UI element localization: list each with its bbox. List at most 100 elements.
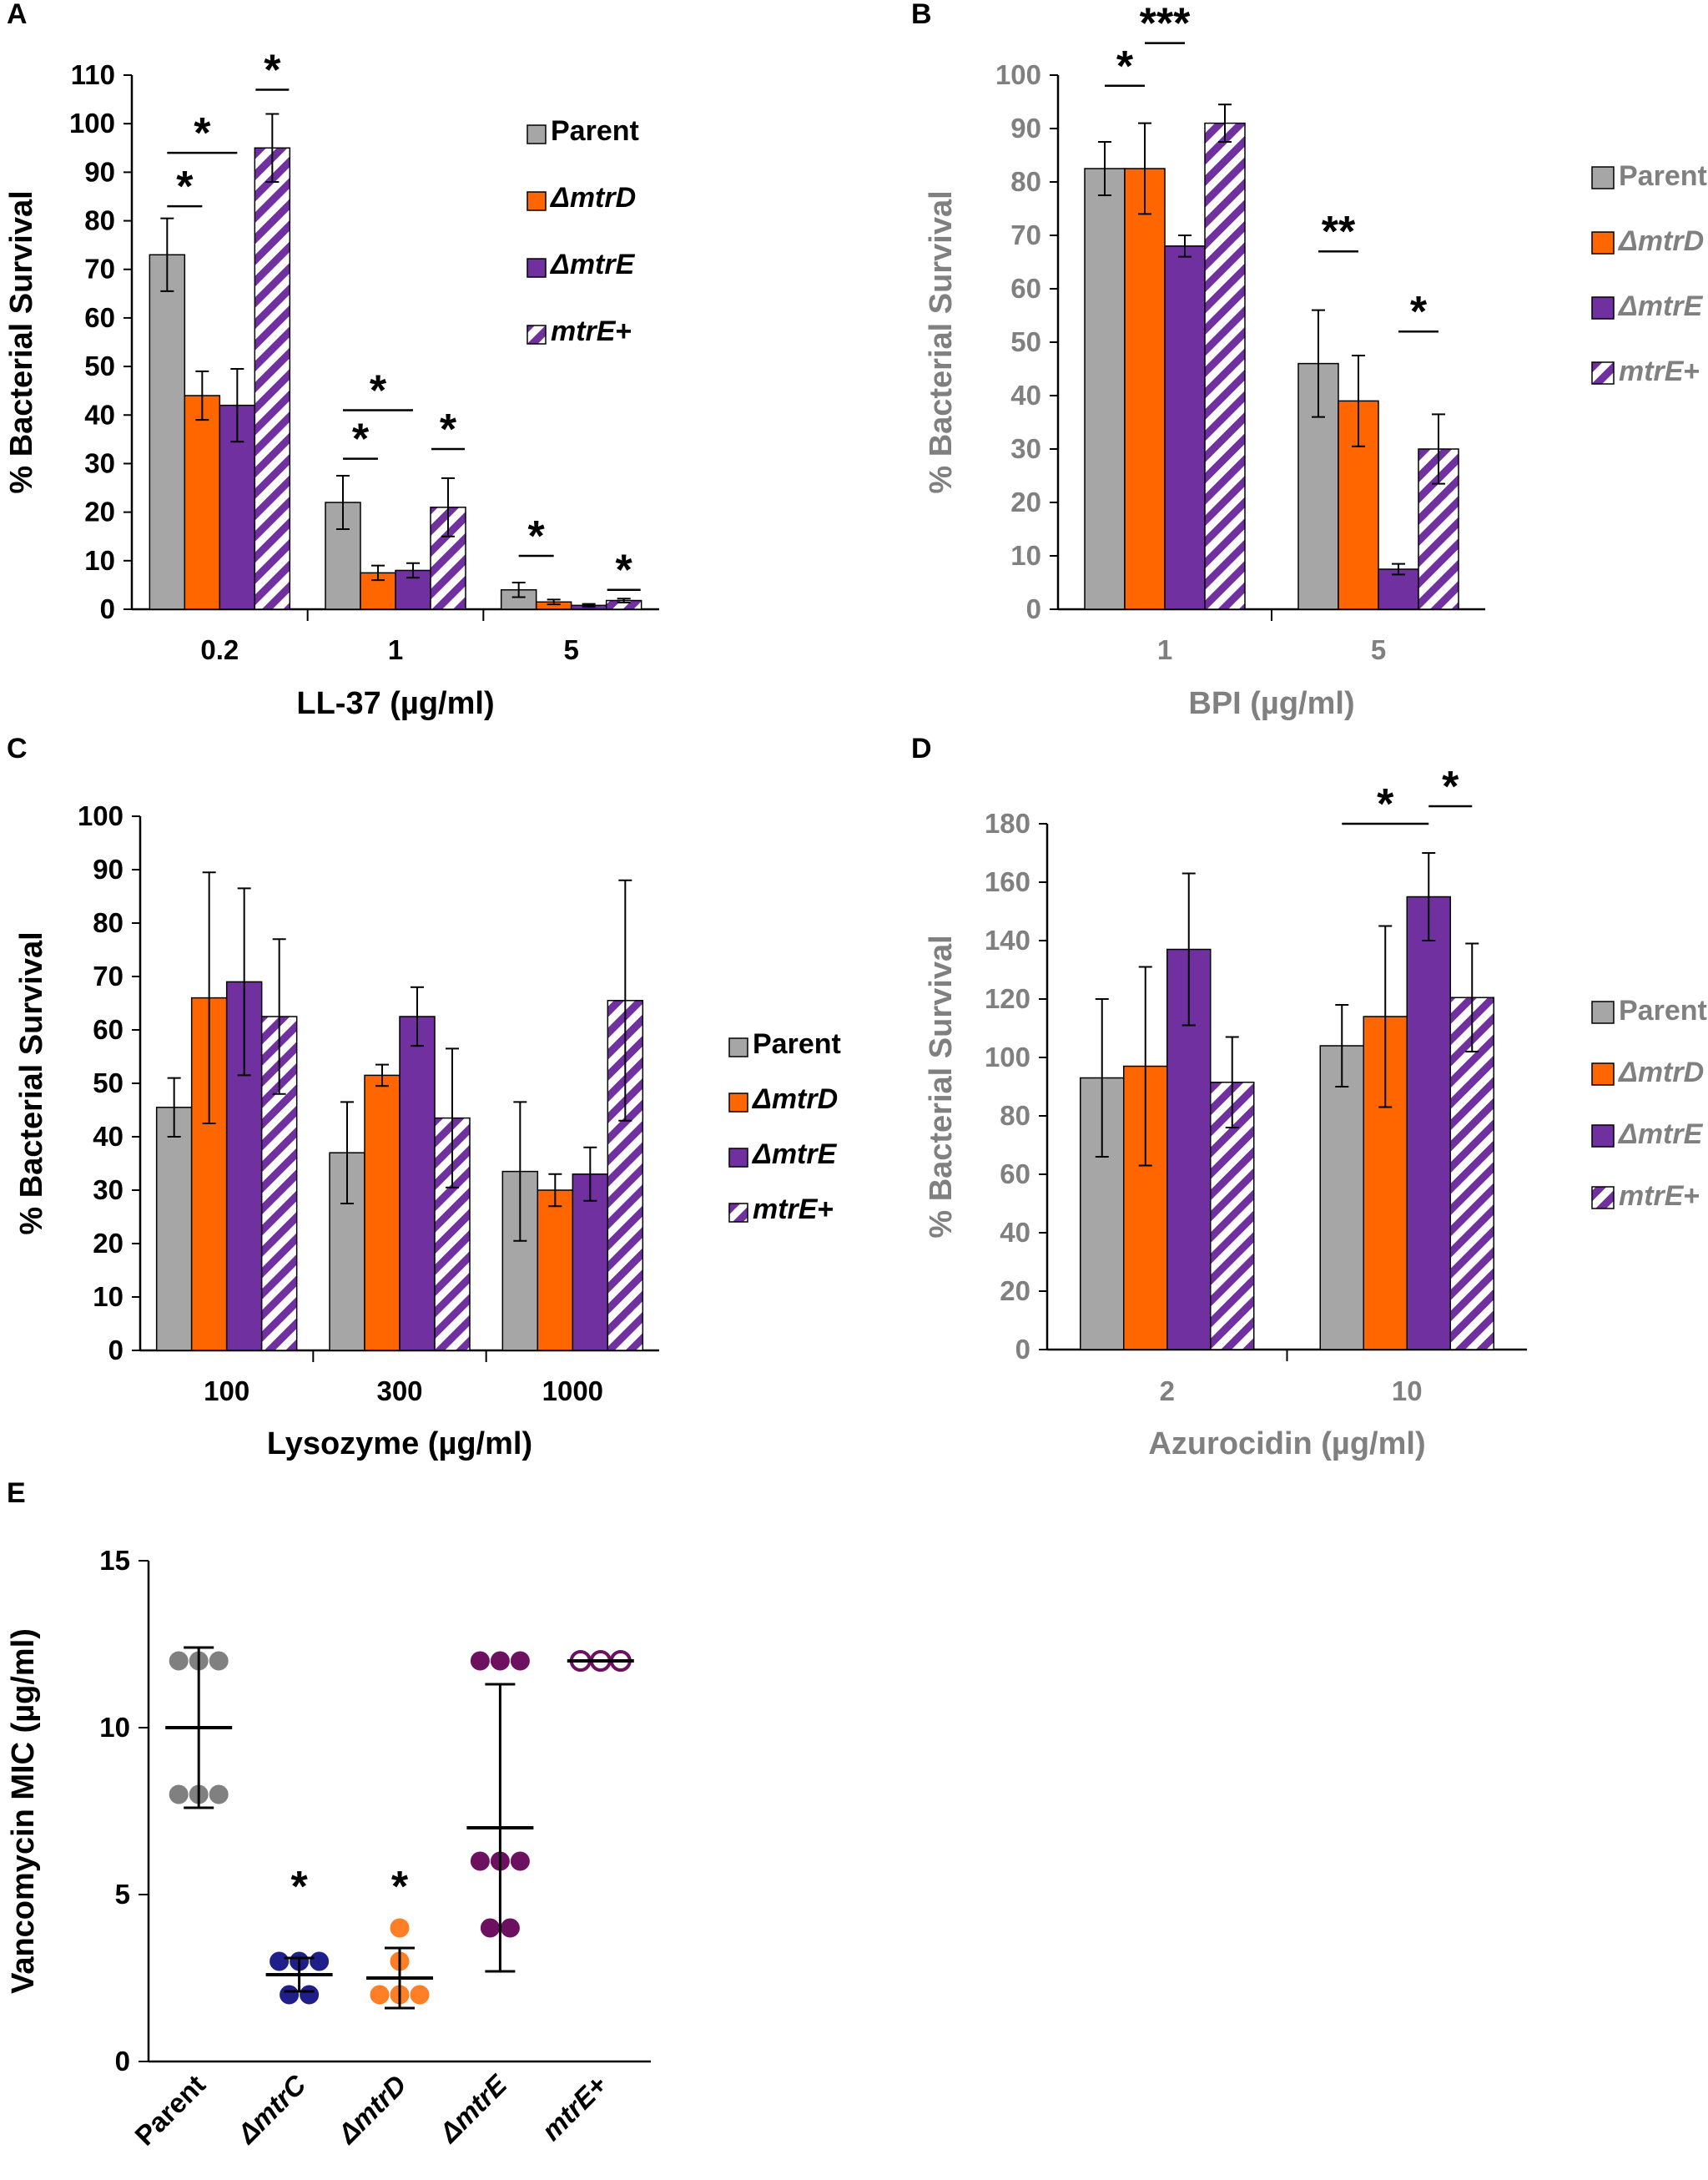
legend-label: mtrE+ [753, 1193, 834, 1225]
legend-swatch [1591, 231, 1615, 255]
y-tick-label: 0 [1026, 593, 1041, 624]
legend-swatch [527, 191, 547, 211]
legend-label: mtrE+ [551, 315, 632, 347]
legend-label: Parent [753, 1028, 841, 1060]
significance-marker: * [352, 416, 370, 464]
y-tick-label: 20 [93, 1228, 123, 1259]
y-tick-label: 0 [115, 2046, 130, 2077]
panel-letter: C [7, 733, 28, 765]
y-tick-label: 40 [1000, 1217, 1030, 1248]
y-tick-label: 70 [93, 961, 123, 992]
data-point-3 [500, 1918, 520, 1938]
x-tick-label: ΔmtrD [330, 2069, 412, 2151]
y-tick-label: 140 [985, 925, 1030, 956]
y-tick-label: 50 [93, 1067, 123, 1098]
y-tick-label: 0 [1015, 1334, 1030, 1365]
data-point-3 [510, 1651, 530, 1671]
legend-swatch [1591, 361, 1615, 385]
bar-b-1-0 [1124, 168, 1166, 610]
y-tick-label: 50 [84, 351, 115, 381]
bar-a-0-0 [149, 254, 186, 610]
data-point-0 [169, 1784, 189, 1804]
data-point-0 [209, 1784, 229, 1804]
x-tick-label: 0.2 [200, 634, 239, 665]
data-point-1 [300, 1985, 320, 2005]
panel-c: C 0 10 20 30 40 50 60 70 80 90 100 100 300 1000 % Bacte… [7, 733, 841, 1461]
legend-swatch [1591, 1186, 1615, 1209]
legend-swatch [1591, 166, 1615, 189]
y-tick-label: 90 [1010, 113, 1041, 144]
data-point-3 [490, 1651, 510, 1671]
y-tick-label: 80 [1000, 1100, 1030, 1131]
y-tick-label: 50 [1010, 326, 1041, 357]
bar-a-1-0 [184, 395, 221, 610]
y-tick-label: 60 [1010, 273, 1041, 304]
y-tick-label: 30 [1010, 433, 1041, 464]
y-tick-label: 90 [93, 854, 123, 885]
legend-label: ΔmtrE [549, 249, 636, 280]
y-tick-label: 180 [985, 808, 1030, 839]
y-tick-label: 100 [78, 800, 123, 831]
data-point-3 [510, 1851, 530, 1871]
y-tick-label: 20 [1010, 487, 1041, 517]
y-tick-label: 70 [84, 254, 115, 285]
x-axis-title: Azurocidin (µg/ml) [1148, 1426, 1425, 1461]
data-point-1 [280, 1985, 300, 2005]
significance-marker: * [391, 1863, 409, 1911]
y-tick-label: 80 [84, 205, 115, 236]
significance-marker: * [194, 109, 211, 158]
legend-label: ΔmtrD [1617, 225, 1704, 257]
panel-letter: D [911, 733, 932, 765]
data-point-2 [390, 1918, 410, 1938]
y-tick-label: 100 [995, 59, 1041, 90]
legend-swatch [527, 124, 547, 144]
y-axis-title: % Bacterial Survival [924, 190, 959, 493]
x-tick-label: 1 [1157, 634, 1172, 665]
bar-b-2-0 [1164, 245, 1206, 610]
y-tick-label: 5 [115, 1879, 130, 1910]
significance-marker: * [1442, 763, 1459, 811]
bar-d-3-1 [1449, 997, 1494, 1350]
y-tick-label: 60 [84, 302, 115, 333]
significance-marker: * [528, 512, 546, 561]
significance-marker: ** [1322, 208, 1356, 256]
y-tick-label: 80 [1010, 166, 1041, 197]
x-tick-label: Parent [128, 2069, 211, 2152]
significance-marker: * [440, 406, 457, 454]
legend-label: Parent [1619, 160, 1707, 192]
x-tick-label: 300 [376, 1375, 422, 1406]
data-point-1 [270, 1951, 290, 1971]
y-tick-label: 110 [71, 59, 115, 90]
significance-marker: * [176, 163, 194, 211]
y-tick-label: 40 [1010, 380, 1041, 411]
x-tick-label: 1 [388, 634, 403, 665]
y-tick-label: 15 [99, 1545, 130, 1576]
bar-b-3-0 [1204, 122, 1246, 610]
y-axis-title: % Bacterial Survival [14, 931, 49, 1234]
legend-swatch [1591, 296, 1615, 320]
data-point-3 [480, 1918, 500, 1938]
bar-c-0-0 [155, 1107, 193, 1351]
panel-d: D 0 20 40 60 80 100 120 140 160 180 2 10 * * % Bacteria… [911, 733, 1707, 1461]
legend-label: ΔmtrD [1617, 1057, 1704, 1088]
legend-swatch [1591, 1062, 1615, 1086]
panel-letter: E [7, 1477, 26, 1509]
y-tick-label: 20 [84, 497, 115, 527]
y-axis-title: % Bacterial Survival [4, 190, 39, 493]
bar-c-1-0 [190, 997, 228, 1351]
y-axis-title: % Bacterial Survival [924, 935, 959, 1238]
data-point-0 [169, 1651, 189, 1671]
x-tick-label: 100 [204, 1375, 249, 1406]
y-axis-title: Vancomycin MIC (µg/ml) [6, 1628, 41, 1994]
panel-letter: A [7, 0, 28, 30]
x-tick-label: ΔmtrE [432, 2068, 513, 2149]
x-axis-title: BPI (µg/ml) [1188, 686, 1354, 721]
legend-label: mtrE+ [1619, 1180, 1700, 1212]
y-tick-label: 30 [93, 1174, 123, 1205]
legend-label: ΔmtrE [1617, 290, 1704, 322]
legend-label: ΔmtrE [1617, 1118, 1704, 1150]
significance-marker: * [1410, 288, 1428, 336]
y-tick-label: 120 [985, 983, 1030, 1014]
y-tick-label: 60 [93, 1014, 123, 1045]
bar-d-0-1 [1319, 1045, 1364, 1350]
